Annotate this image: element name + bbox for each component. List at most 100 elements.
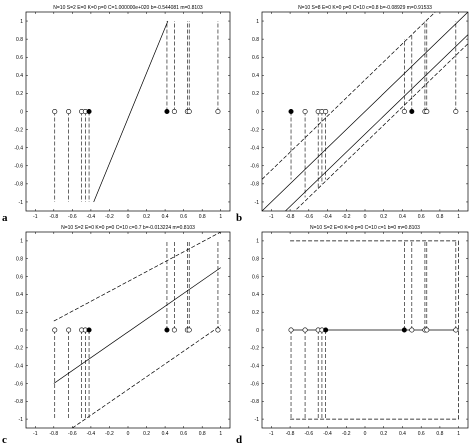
panel-label: d xyxy=(236,434,242,446)
panel-c: N=10 S=2 E=0 K=0 p=0 C=10 c=0.7 b=-0.013… xyxy=(2,225,231,446)
y-tick-label: -0.4 xyxy=(250,145,259,151)
y-tick-label: -1 xyxy=(19,417,24,423)
y-tick-label: -0.4 xyxy=(250,363,259,369)
x-tick-label: -0.8 xyxy=(286,431,295,437)
y-tick-label: 0.8 xyxy=(252,37,259,43)
data-point xyxy=(288,327,294,333)
y-tick-label: 1 xyxy=(256,239,259,245)
panel-label: a xyxy=(2,212,8,224)
plot-title: N=10 S=2 E=0 K=0 p=0 C=10 c=0.7 b=-0.013… xyxy=(61,225,195,231)
y-tick-label: 0.4 xyxy=(16,292,23,298)
data-point xyxy=(215,327,221,333)
y-tick-label: -0.6 xyxy=(250,381,259,387)
data-point xyxy=(66,327,72,333)
data-point xyxy=(424,109,430,115)
x-tick-label: 0.8 xyxy=(436,214,443,220)
y-tick-label: 1 xyxy=(20,19,23,25)
y-tick-label: 0.2 xyxy=(252,310,259,316)
x-tick-label: -1 xyxy=(269,214,274,220)
fit-line xyxy=(285,34,468,211)
y-tick-label: -0.8 xyxy=(14,182,23,188)
y-tick-label: 0.4 xyxy=(252,292,259,298)
y-tick-label: 0.6 xyxy=(16,55,23,61)
panel-label: b xyxy=(236,212,242,224)
x-tick-label: 0.8 xyxy=(199,214,206,220)
support-vector-point xyxy=(86,327,92,333)
x-tick-label: -1 xyxy=(269,431,274,437)
y-tick-label: 0.4 xyxy=(252,73,259,79)
x-tick-label: -0.2 xyxy=(342,214,351,220)
y-tick-label: 1 xyxy=(256,19,259,25)
panel-a: N=10 S=2 E=0 K=0 p=0 C=1.000000e+020 b=-… xyxy=(2,5,231,224)
margin-line xyxy=(53,232,221,322)
fit-line xyxy=(262,12,468,211)
y-tick-label: -0.4 xyxy=(14,363,23,369)
y-tick-label: -0.2 xyxy=(14,127,23,133)
support-vector-point xyxy=(409,109,415,115)
support-vector-point xyxy=(164,327,170,333)
x-tick-label: -0.2 xyxy=(342,431,351,437)
x-tick-label: -0.6 xyxy=(68,431,77,437)
data-point xyxy=(186,109,192,115)
x-tick-label: -0.6 xyxy=(68,214,77,220)
data-point xyxy=(323,109,329,115)
x-tick-label: 0 xyxy=(127,431,130,437)
x-tick-label: -0.8 xyxy=(286,214,295,220)
x-tick-label: -1 xyxy=(33,214,38,220)
plot-area xyxy=(52,232,221,428)
margin-line xyxy=(262,12,436,180)
x-tick-label: 0.8 xyxy=(436,431,443,437)
data-point xyxy=(302,109,308,115)
plot-title: N=10 S=2 E=0 K=0 p=0 C=1.000000e+020 b=-… xyxy=(53,5,203,11)
y-tick-label: -1 xyxy=(255,417,260,423)
x-tick-label: 0.4 xyxy=(162,431,169,437)
x-tick-label: 0 xyxy=(364,431,367,437)
y-tick-label: 0.8 xyxy=(252,257,259,263)
data-point xyxy=(52,327,58,333)
plot-title: N=10 S=2 E=0 K=0 p=0 C=10 c=1 b=0 m=0.81… xyxy=(310,225,420,231)
x-tick-label: -0.8 xyxy=(50,431,59,437)
x-tick-label: 1 xyxy=(219,431,222,437)
data-point xyxy=(215,109,221,115)
x-tick-label: -0.4 xyxy=(87,431,96,437)
y-tick-label: 0.6 xyxy=(252,274,259,280)
x-tick-label: -0.2 xyxy=(105,214,114,220)
x-tick-label: 0.4 xyxy=(162,214,169,220)
x-tick-label: 0.2 xyxy=(143,214,150,220)
data-point xyxy=(171,327,177,333)
x-tick-label: 0.6 xyxy=(418,431,425,437)
x-tick-label: 0.2 xyxy=(380,431,387,437)
x-tick-label: -0.8 xyxy=(50,214,59,220)
data-point xyxy=(186,327,192,333)
y-tick-label: 0 xyxy=(20,109,23,115)
data-point xyxy=(302,327,308,333)
data-point xyxy=(424,327,430,333)
data-point xyxy=(66,109,72,115)
x-tick-label: 0.6 xyxy=(180,214,187,220)
y-tick-label: -0.6 xyxy=(14,381,23,387)
data-point xyxy=(52,109,58,115)
y-tick-label: 0 xyxy=(256,109,259,115)
plot-area xyxy=(288,240,459,420)
y-tick-label: -0.2 xyxy=(250,346,259,352)
data-point xyxy=(453,109,459,115)
y-tick-label: -0.2 xyxy=(250,127,259,133)
fit-line xyxy=(93,20,169,203)
support-vector-point xyxy=(86,109,92,115)
y-tick-label: -0.8 xyxy=(250,182,259,188)
plot-area xyxy=(52,20,221,203)
x-tick-label: 0 xyxy=(364,214,367,220)
data-point xyxy=(401,109,407,115)
x-tick-label: -0.4 xyxy=(87,214,96,220)
x-tick-label: -0.6 xyxy=(305,214,314,220)
x-tick-label: 0.4 xyxy=(399,214,406,220)
fit-line xyxy=(53,267,221,384)
y-tick-label: -1 xyxy=(255,200,260,206)
data-point xyxy=(409,327,415,333)
x-tick-label: 0.2 xyxy=(380,214,387,220)
data-point xyxy=(171,109,177,115)
x-tick-label: 0.6 xyxy=(418,214,425,220)
y-tick-label: 0.2 xyxy=(16,310,23,316)
support-vector-point xyxy=(323,327,329,333)
